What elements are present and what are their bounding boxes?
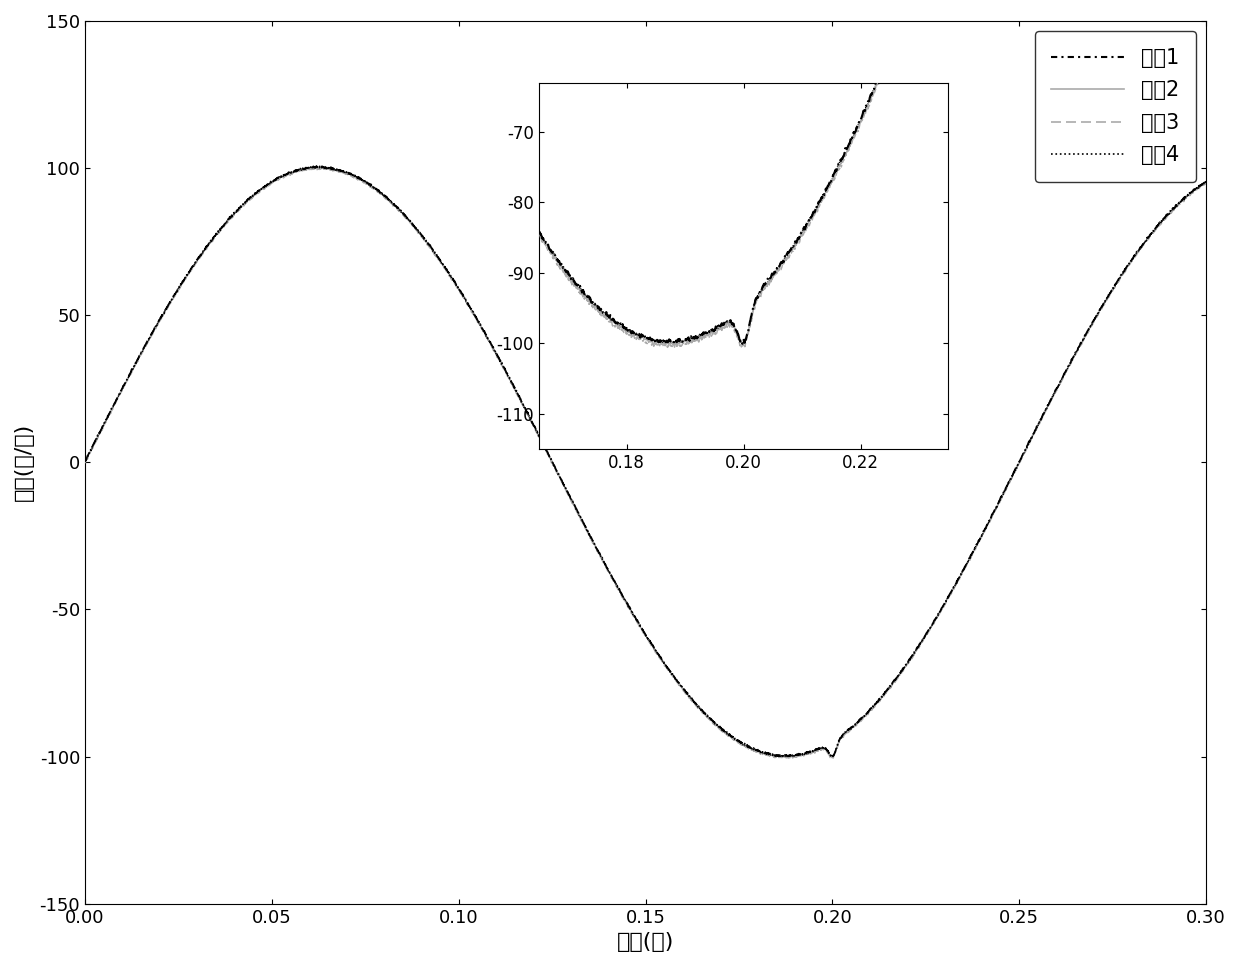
X-axis label: 时间(秒): 时间(秒) [616, 932, 675, 952]
Legend: 电机1, 电机2, 电机3, 电机4: 电机1, 电机2, 电机3, 电机4 [1034, 31, 1195, 183]
Y-axis label: 速度(转/分): 速度(转/分) [14, 423, 33, 501]
